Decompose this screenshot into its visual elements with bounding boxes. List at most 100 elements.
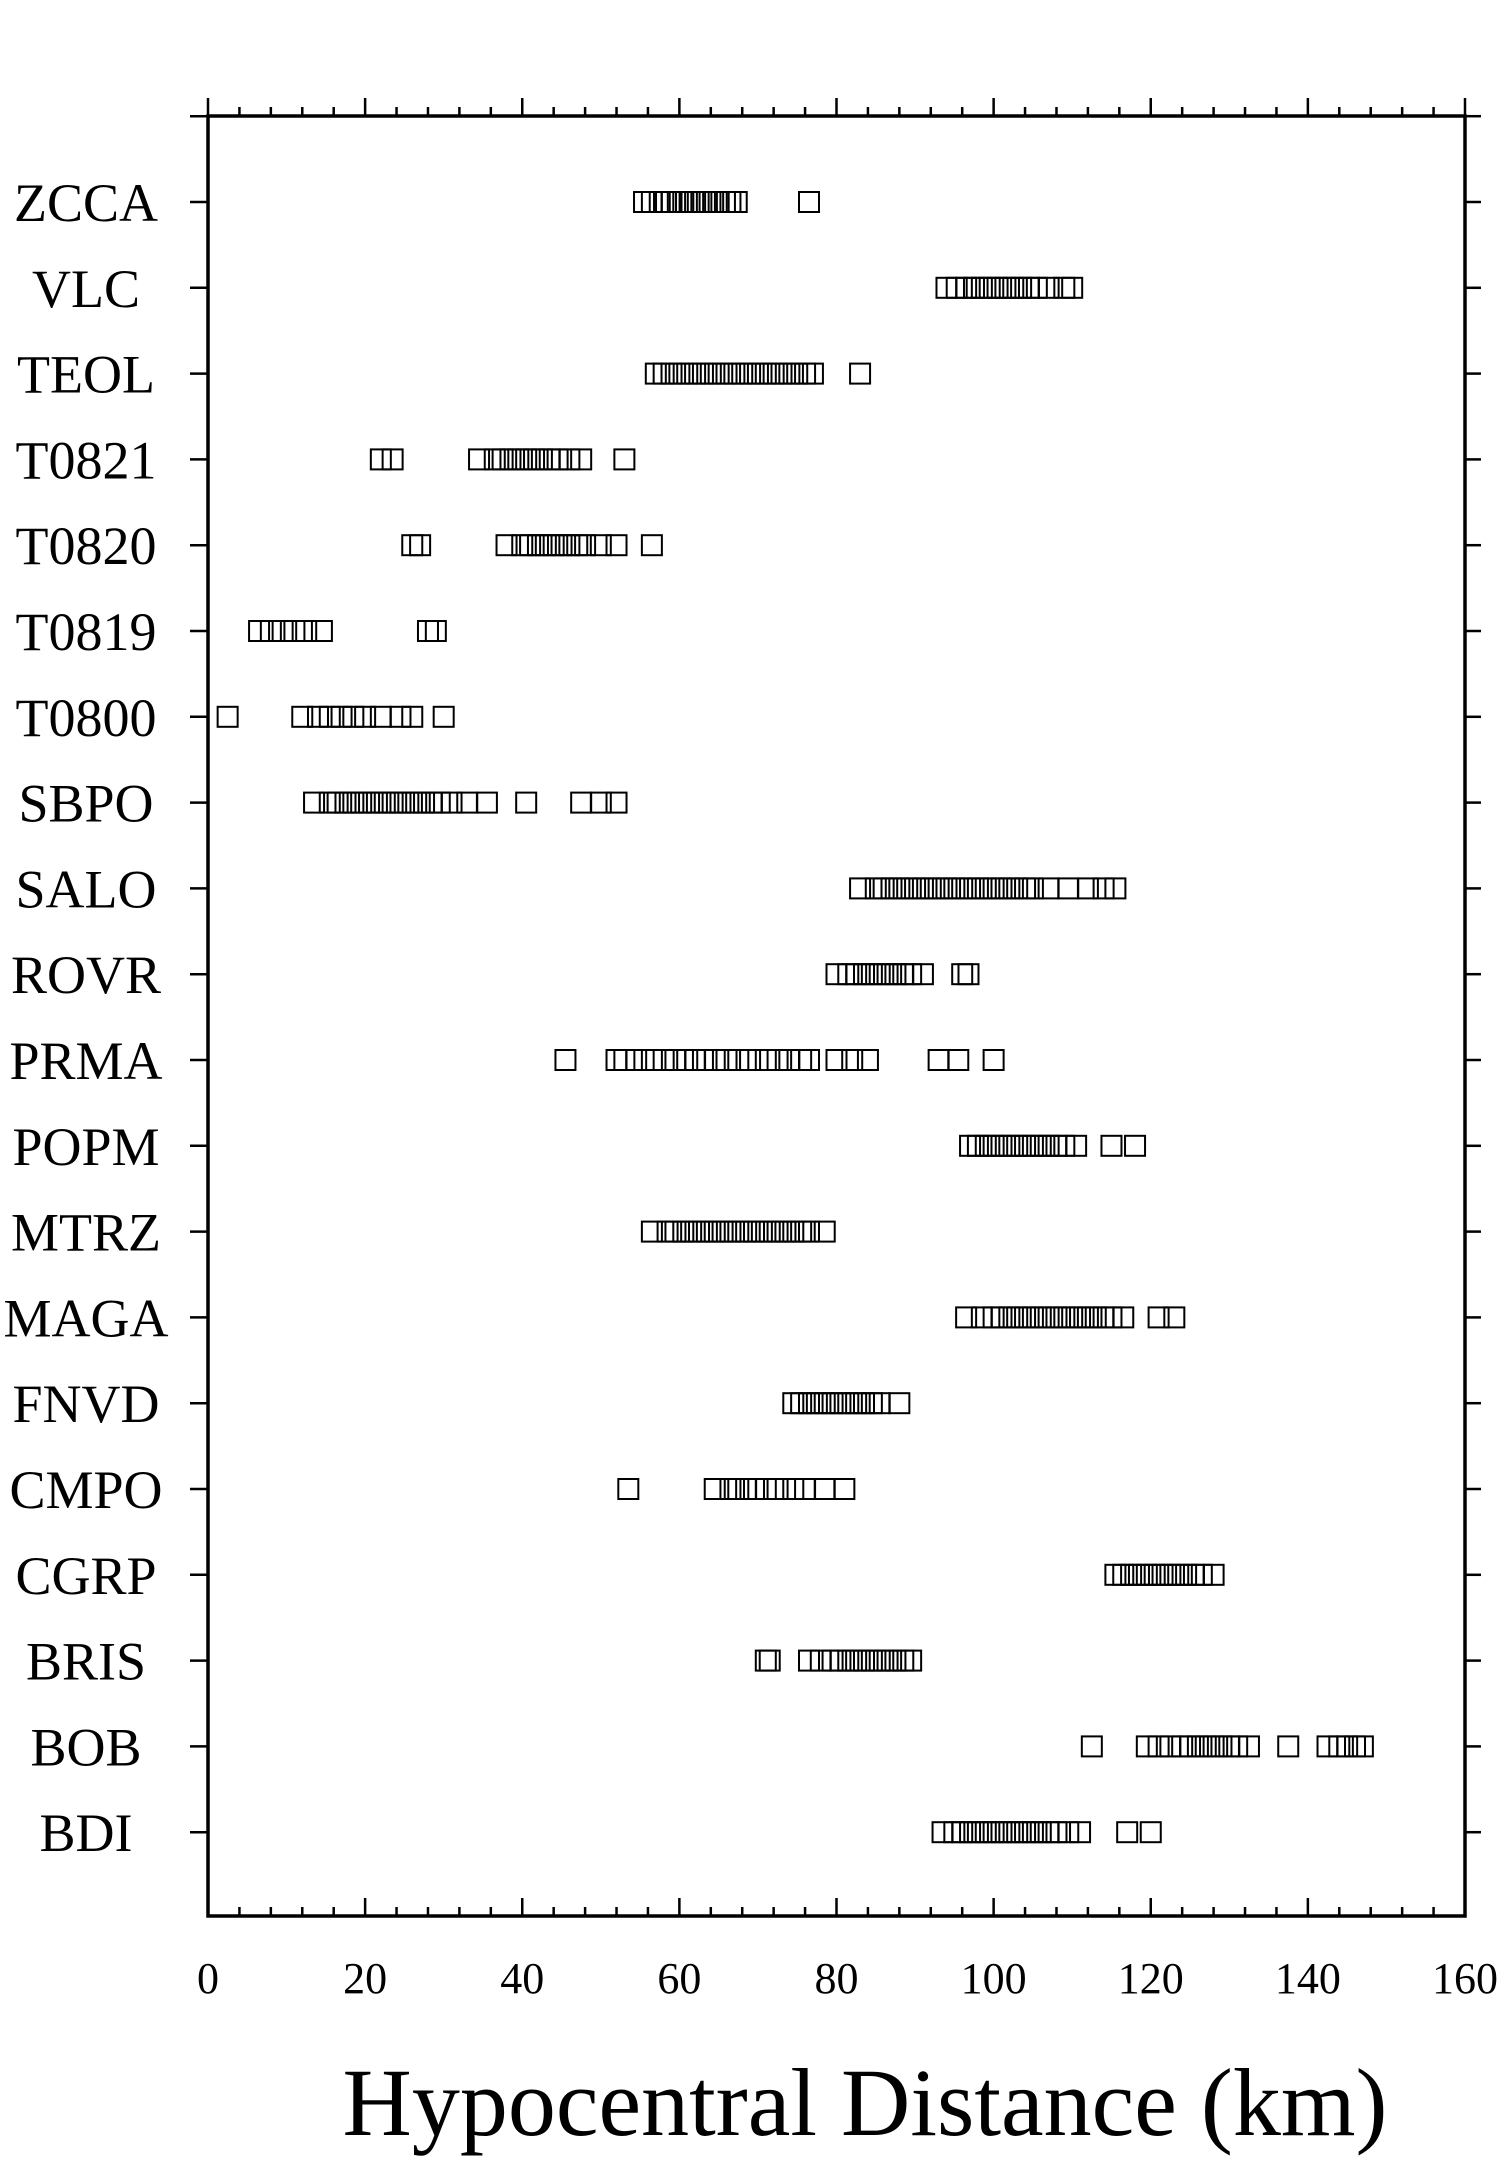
- data-point: [389, 705, 412, 728]
- data-point: [1237, 1735, 1260, 1758]
- data-point: [1182, 1563, 1205, 1586]
- data-point: [1135, 1735, 1158, 1758]
- data-point: [849, 362, 872, 385]
- data-point: [1014, 1134, 1037, 1157]
- data-point: [1061, 1306, 1084, 1329]
- data-point: [1076, 877, 1099, 900]
- station-label-popm: POPM: [12, 1117, 159, 1177]
- data-point: [713, 191, 736, 213]
- data-point: [664, 1049, 687, 1071]
- data-point: [668, 362, 691, 385]
- data-point: [468, 448, 491, 471]
- data-point: [295, 620, 318, 642]
- data-point: [852, 1392, 875, 1415]
- data-point: [731, 362, 754, 385]
- data-point: [786, 362, 809, 385]
- data-point: [1076, 1306, 1099, 1329]
- station-row-t0820: [401, 534, 663, 557]
- data-point: [966, 1821, 989, 1844]
- data-point: [825, 963, 848, 986]
- data-point: [684, 1049, 707, 1071]
- data-point: [845, 1392, 868, 1415]
- data-point: [904, 877, 927, 900]
- data-point: [825, 1049, 848, 1071]
- data-point: [739, 362, 762, 385]
- data-point: [782, 1392, 805, 1415]
- data-point: [1328, 1735, 1351, 1758]
- data-point: [1014, 1821, 1037, 1844]
- data-point: [558, 448, 581, 471]
- data-point: [1351, 1735, 1374, 1758]
- data-point: [892, 963, 915, 986]
- data-point: [1021, 877, 1044, 900]
- data-point: [676, 1049, 699, 1071]
- data-point: [605, 534, 628, 557]
- data-point: [1057, 1821, 1080, 1844]
- data-point: [342, 705, 365, 728]
- data-point: [605, 791, 628, 814]
- data-point: [982, 877, 1005, 900]
- data-point: [860, 963, 883, 986]
- data-point: [868, 963, 891, 986]
- data-point: [1163, 1306, 1186, 1329]
- data-point: [1175, 1563, 1198, 1586]
- data-point: [911, 963, 934, 986]
- data-point: [1029, 1821, 1052, 1844]
- station-label-sbpo: SBPO: [18, 774, 153, 834]
- data-point: [994, 276, 1017, 299]
- data-point: [248, 620, 271, 642]
- data-point: [397, 791, 420, 814]
- data-point: [310, 620, 333, 642]
- data-point: [951, 877, 974, 900]
- station-row-popm: [959, 1134, 1147, 1157]
- data-point: [947, 1049, 970, 1071]
- data-point: [888, 877, 911, 900]
- station-row-rovr: [825, 963, 980, 986]
- data-point: [758, 1220, 781, 1243]
- data-point: [754, 1049, 777, 1071]
- data-point: [640, 191, 663, 213]
- x-tick-label: 140: [1275, 1954, 1341, 2003]
- data-point: [876, 963, 899, 986]
- data-point: [691, 362, 714, 385]
- data-point: [703, 1220, 726, 1243]
- station-label-bris: BRIS: [26, 1632, 146, 1692]
- data-point: [998, 1134, 1021, 1157]
- data-point: [1006, 1306, 1029, 1329]
- data-point: [896, 877, 919, 900]
- data-point: [1344, 1735, 1367, 1758]
- data-point: [986, 276, 1009, 299]
- data-point: [660, 362, 683, 385]
- data-point: [413, 791, 436, 814]
- data-point: [428, 791, 451, 814]
- data-point: [409, 534, 432, 557]
- data-point: [790, 1220, 813, 1243]
- data-point: [852, 1649, 875, 1672]
- data-point: [605, 1049, 628, 1071]
- data-point: [369, 705, 392, 728]
- station-labels: ZCCA VLC TEOL T0821 T0820 T0819 T0800 SBPO SALO R…: [3, 173, 168, 1863]
- data-point: [424, 620, 447, 642]
- data-point: [794, 1478, 817, 1500]
- data-point: [354, 705, 377, 728]
- data-point: [554, 1049, 577, 1071]
- data-point: [318, 791, 341, 814]
- data-point: [558, 534, 581, 557]
- data-point: [841, 1049, 864, 1071]
- data-point: [1151, 1563, 1174, 1586]
- data-point: [1037, 276, 1060, 299]
- data-point: [837, 963, 860, 986]
- data-point: [1143, 1563, 1166, 1586]
- data-point: [735, 1220, 758, 1243]
- data-point: [766, 1220, 789, 1243]
- data-point: [888, 1392, 911, 1415]
- data-point: [515, 791, 538, 814]
- data-point: [727, 1478, 750, 1500]
- data-point: [1002, 276, 1025, 299]
- data-point: [1171, 1735, 1194, 1758]
- data-point: [856, 1049, 879, 1071]
- data-point: [1006, 1134, 1029, 1157]
- data-point: [998, 1821, 1021, 1844]
- station-label-teol: TEOL: [17, 345, 155, 405]
- data-point: [334, 791, 357, 814]
